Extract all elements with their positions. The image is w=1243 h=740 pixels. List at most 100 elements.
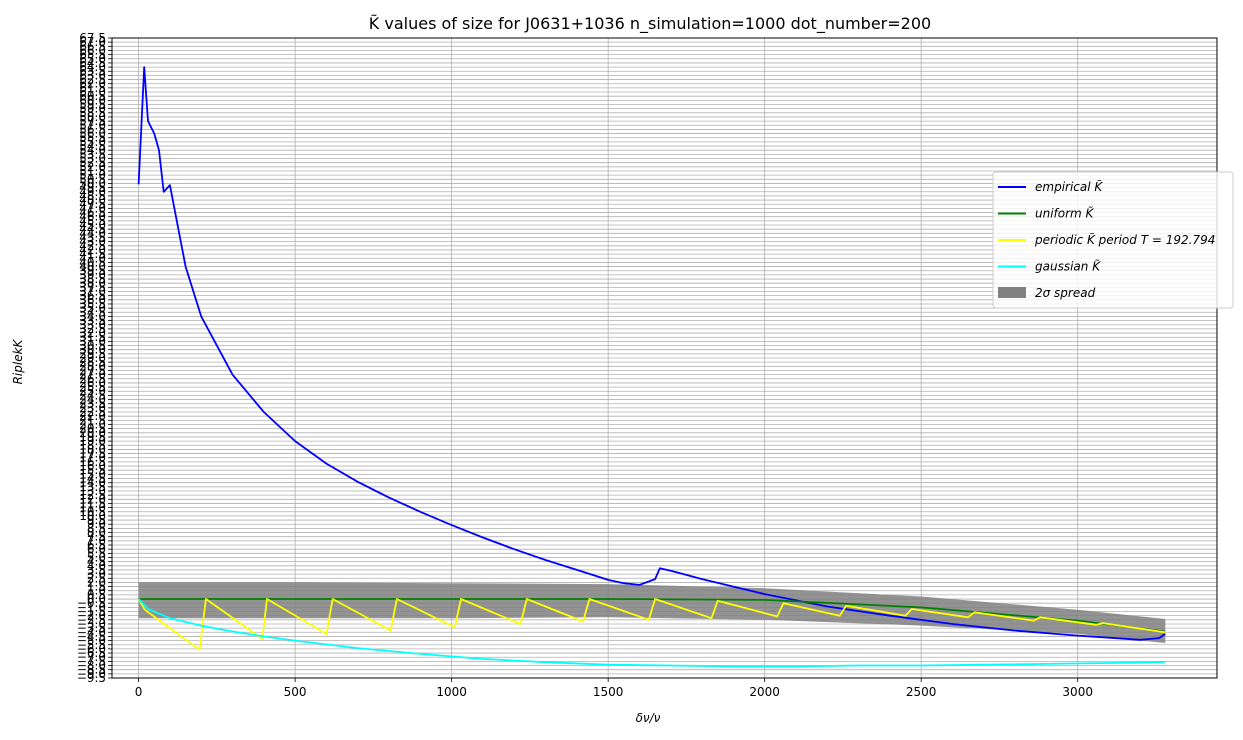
y-tick-label: 16.0: [79, 459, 106, 473]
y-tick-label: 10.0: [79, 509, 106, 523]
y-tick-label: 12.5: [79, 488, 106, 502]
x-tick-label: 2500: [906, 685, 937, 699]
y-tick-label: 62.0: [79, 77, 106, 91]
x-tick-label: 500: [284, 685, 307, 699]
y-tick-label: 52.0: [79, 160, 106, 174]
y-tick-label: 23.0: [79, 401, 106, 415]
y-tick-label: 41.5: [79, 247, 106, 261]
y-tick-label: −0.5: [77, 596, 106, 610]
y-tick-label: 13.5: [79, 480, 106, 494]
y-tick-label: 40.5: [79, 255, 106, 269]
y-tick-label: 12.0: [79, 492, 106, 506]
y-tick-label: 50.0: [79, 176, 106, 190]
y-tick-label: −5.5: [77, 638, 106, 652]
y-tick-label: 18.5: [79, 438, 106, 452]
y-tick-label: 54.0: [79, 143, 106, 157]
y-tick-label: 20.0: [79, 426, 106, 440]
y-tick-label: 59.0: [79, 102, 106, 116]
series-line-periodic: [137, 598, 1166, 651]
y-tick-label: 56.0: [79, 127, 106, 141]
y-tick-label: 22.0: [79, 409, 106, 423]
y-tick-label: 65.5: [79, 48, 106, 62]
y-tick-label: 26.0: [79, 376, 106, 390]
y-tick-label: 26.5: [79, 372, 106, 386]
y-tick-label: 63.5: [79, 64, 106, 78]
y-tick-label: 55.5: [79, 131, 106, 145]
y-tick-label: 29.0: [79, 351, 106, 365]
x-tick-label: 1500: [593, 685, 624, 699]
y-tick-label: 2.0: [87, 575, 106, 589]
y-tick-label: 16.5: [79, 455, 106, 469]
y-tick-label: 24.5: [79, 388, 106, 402]
y-tick-label: −8.0: [77, 659, 106, 673]
y-tick-label: 20.5: [79, 422, 106, 436]
spread-band: [138, 582, 1166, 644]
y-tick-label: −4.5: [77, 629, 106, 643]
y-tick-label: 2.5: [87, 571, 106, 585]
y-tick-label: −6.0: [77, 642, 106, 656]
y-tick-label: 25.0: [79, 384, 106, 398]
y-tick-label: 42.0: [79, 243, 106, 257]
y-tick-label: 19.0: [79, 434, 106, 448]
y-axis-label: RiplekK: [11, 338, 25, 384]
y-tick-label: 13.0: [79, 484, 106, 498]
y-tick-label: 7.5: [87, 530, 106, 544]
chart-title: K̃ values of size for J0631+1036 n_simul…: [369, 14, 931, 34]
y-tick-label: −4.0: [77, 625, 106, 639]
y-tick-label: 53.0: [79, 152, 106, 166]
y-tick-label: 17.0: [79, 451, 106, 465]
x-tick-label: 0: [135, 685, 143, 699]
y-tick-label: 52.5: [79, 156, 106, 170]
y-tick-label: −3.0: [77, 617, 106, 631]
y-tick-label: 48.0: [79, 193, 106, 207]
y-tick-label: 30.0: [79, 343, 106, 357]
y-tick-label: 0.0: [87, 592, 106, 606]
y-tick-label: 9.5: [87, 513, 106, 527]
y-tick-label: 14.5: [79, 472, 106, 486]
x-axis-label: δν/ν: [636, 711, 661, 725]
y-tick-label: 47.0: [79, 201, 106, 215]
y-tick-label: 37.0: [79, 285, 106, 299]
y-tick-label: 18.0: [79, 442, 106, 456]
y-tick-label: 44.5: [79, 222, 106, 236]
y-tick-label: 67.5: [79, 31, 106, 45]
y-tick-label: 32.0: [79, 326, 106, 340]
y-tick-label: 47.5: [79, 197, 106, 211]
y-tick-label: 1.5: [87, 580, 106, 594]
y-tick-label: 33.5: [79, 314, 106, 328]
y-tick-label: 31.5: [79, 330, 106, 344]
y-tick-label: 9.0: [87, 517, 106, 531]
y-tick-label: 60.0: [79, 93, 106, 107]
y-tick-label: 44.0: [79, 226, 106, 240]
legend: empirical K̃ uniform K̃ periodic K̃ period…: [992, 171, 1234, 309]
y-tick-label: 45.0: [79, 218, 106, 232]
plot-area: [112, 37, 1217, 679]
y-tick-label: 6.5: [87, 538, 106, 552]
y-tick-label: 3.5: [87, 563, 106, 577]
y-tick-label: 66.5: [79, 39, 106, 53]
y-tick-label: 21.0: [79, 417, 106, 431]
y-tick-label: 29.5: [79, 347, 106, 361]
x-tick-label: 3000: [1062, 685, 1093, 699]
y-tick-label: −1.0: [77, 600, 106, 614]
y-tick-label: 0.5: [87, 588, 106, 602]
y-tick-label: 61.5: [79, 81, 106, 95]
series-line-gaussian: [137, 598, 1166, 668]
y-tick-label: 43.0: [79, 235, 106, 249]
y-tick-label: 51.5: [79, 164, 106, 178]
y-tick-label: 11.5: [79, 496, 106, 510]
y-tick-label: 49.5: [79, 181, 106, 195]
y-tick-label: 14.0: [79, 476, 106, 490]
y-tick-label: 62.5: [79, 73, 106, 87]
y-tick-label: 8.5: [87, 521, 106, 535]
y-tick-label: 63.0: [79, 68, 106, 82]
y-axis: −9.5−9.0−8.5−8.0−7.5−7.0−6.5−6.0−5.5−5.0…: [77, 31, 112, 685]
y-tick-label: 25.5: [79, 380, 106, 394]
series-line-empirical: [137, 66, 1166, 641]
y-tick-label: 34.0: [79, 309, 106, 323]
y-tick-label: 35.5: [79, 297, 106, 311]
y-tick-label: 66.0: [79, 43, 106, 57]
y-tick-label: 45.5: [79, 214, 106, 228]
y-tick-label: 39.5: [79, 264, 106, 278]
x-axis: 0 500 1000 1500 2000 2500 3000: [135, 678, 1093, 699]
